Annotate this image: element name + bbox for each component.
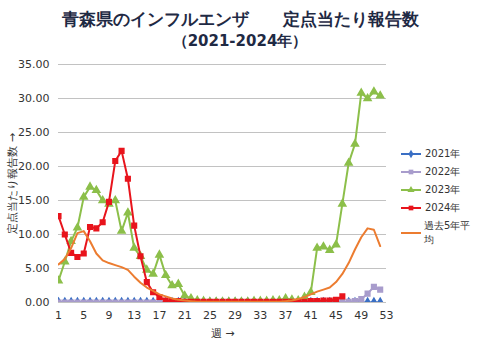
- svg-text:49: 49: [354, 309, 368, 322]
- html-text:2024年: 2024年: [425, 202, 461, 213]
- svg-text:定点当たり報告数 →: 定点当たり報告数 →: [6, 133, 19, 234]
- svg-text:5.00: 5.00: [25, 262, 50, 275]
- svg-text:29: 29: [228, 309, 242, 322]
- svg-text:1: 1: [55, 309, 62, 322]
- svg-text:13: 13: [127, 309, 141, 322]
- svg-text:30.00: 30.00: [18, 92, 50, 105]
- svg-text:9: 9: [105, 309, 112, 322]
- html-text:（2021-2024年）: （2021-2024年）: [172, 32, 308, 50]
- svg-text:5: 5: [80, 309, 87, 322]
- html-text:過去5年平均: 過去5年平均: [424, 220, 471, 245]
- svg-text:21: 21: [178, 309, 192, 322]
- svg-text:15.00: 15.00: [18, 194, 50, 207]
- html-text:青森県のインフルエンザ 定点当たり報告数: 青森県のインフルエンザ 定点当たり報告数: [61, 9, 419, 29]
- svg-text:25: 25: [203, 309, 217, 322]
- svg-text:17: 17: [152, 309, 166, 322]
- svg-text:10.00: 10.00: [18, 228, 50, 241]
- svg-text:35.00: 35.00: [18, 58, 50, 71]
- html-text:2021年: 2021年: [425, 148, 461, 159]
- svg-text:37: 37: [279, 309, 293, 322]
- svg-text:20.00: 20.00: [18, 160, 50, 173]
- html-text:2022年: 2022年: [425, 166, 461, 177]
- svg-text:25.00: 25.00: [18, 126, 50, 139]
- svg-text:週 →: 週 →: [211, 327, 235, 340]
- svg-text:41: 41: [304, 309, 318, 322]
- html-text:2023年: 2023年: [425, 184, 461, 195]
- svg-text:45: 45: [329, 309, 343, 322]
- svg-text:53: 53: [380, 309, 394, 322]
- svg-text:33: 33: [253, 309, 267, 322]
- svg-text:0.00: 0.00: [25, 296, 50, 309]
